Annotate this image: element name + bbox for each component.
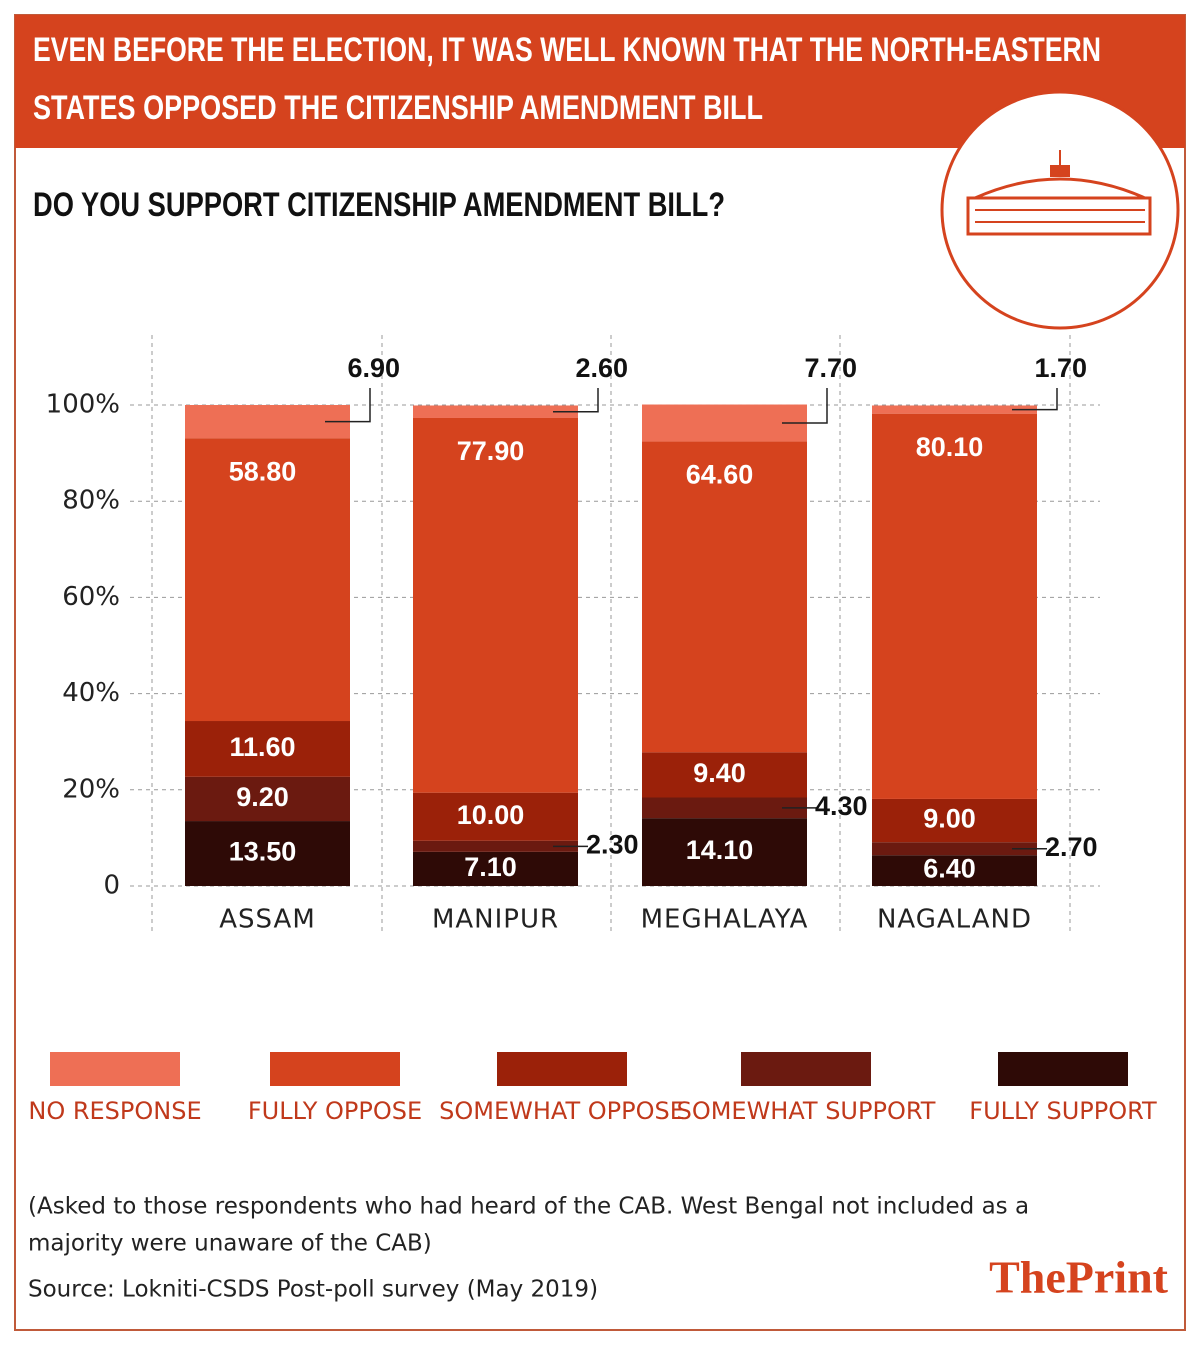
- legend-swatch: [497, 1052, 627, 1086]
- legend-label: FULLY OPPOSE: [248, 1097, 422, 1125]
- leader-line: [1012, 388, 1058, 411]
- brand-logo: ThePrint: [989, 1252, 1169, 1303]
- y-tick-label: 40%: [62, 678, 120, 708]
- value-label: 13.50: [229, 837, 297, 867]
- value-label: 58.80: [229, 456, 297, 486]
- bar-segment: [642, 752, 807, 798]
- value-label: 80.10: [916, 432, 984, 462]
- parliament-icon: [940, 90, 1180, 330]
- value-label: 6.90: [347, 353, 400, 383]
- legend-label: NO RESPONSE: [28, 1097, 201, 1125]
- x-tick-label: MANIPUR: [432, 905, 559, 935]
- bar-segment: [872, 798, 1037, 843]
- note: (Asked to those respondents who had hear…: [28, 1194, 1029, 1220]
- y-tick-label: 0: [103, 871, 120, 901]
- bar-segment: [872, 413, 1037, 799]
- bar-segment: [185, 438, 350, 722]
- chart-subtitle: DO YOU SUPPORT CITIZENSHIP AMENDMENT BIL…: [33, 186, 725, 224]
- chart-title: STATES OPPOSED THE CITIZENSHIP AMENDMENT…: [33, 89, 763, 127]
- source: Source: Lokniti-CSDS Post-poll survey (M…: [28, 1277, 598, 1303]
- legend-swatch: [741, 1052, 871, 1086]
- legend-swatch: [998, 1052, 1128, 1086]
- x-tick-label: NAGALAND: [877, 905, 1032, 935]
- value-label: 7.10: [464, 852, 517, 882]
- y-tick-label: 60%: [62, 582, 120, 612]
- value-label: 9.20: [236, 782, 289, 812]
- value-label: 2.60: [575, 353, 628, 383]
- bar-segment: [642, 441, 807, 753]
- value-label: 9.40: [693, 758, 746, 788]
- legend-label: SOMEWHAT SUPPORT: [677, 1097, 936, 1125]
- value-label: 2.30: [586, 829, 639, 859]
- value-label: 1.70: [1034, 353, 1087, 383]
- legend-swatch: [270, 1052, 400, 1086]
- x-tick-label: ASSAM: [219, 905, 316, 935]
- legend-label: SOMEWHAT OPPOSE: [439, 1097, 685, 1125]
- value-label: 9.00: [923, 804, 976, 834]
- y-tick-label: 100%: [46, 390, 120, 420]
- bar-segment: [185, 405, 350, 439]
- bar-segment: [185, 721, 350, 777]
- bar-segment: [872, 855, 1037, 886]
- leader-line: [782, 388, 828, 424]
- legend-swatch: [50, 1052, 180, 1086]
- y-tick-label: 80%: [62, 486, 120, 516]
- value-label: 77.90: [457, 436, 525, 466]
- bar-segment: [413, 851, 578, 886]
- chart-title: EVEN BEFORE THE ELECTION, IT WAS WELL KN…: [33, 31, 1101, 69]
- bar-segment: [872, 842, 1037, 856]
- value-label: 2.70: [1045, 832, 1098, 862]
- x-tick-label: MEGHALAYA: [641, 905, 809, 935]
- bar-segment: [413, 840, 578, 852]
- value-label: 10.00: [457, 800, 525, 830]
- value-label: 4.30: [815, 791, 868, 821]
- bar-segment: [413, 792, 578, 841]
- bar-segment: [642, 797, 807, 819]
- leader-line: [553, 388, 599, 413]
- bar-segment: [185, 821, 350, 886]
- value-label: 6.40: [923, 854, 976, 884]
- bar-segment: [642, 818, 807, 886]
- legend-label: FULLY SUPPORT: [969, 1097, 1157, 1125]
- bar-segment: [642, 404, 807, 442]
- value-label: 7.70: [804, 353, 857, 383]
- leader-line: [325, 388, 371, 423]
- bar-segment: [413, 417, 578, 793]
- y-tick-label: 20%: [62, 774, 120, 804]
- note: majority were unaware of the CAB): [28, 1231, 432, 1257]
- value-label: 64.60: [686, 460, 754, 490]
- bar-segment: [185, 776, 350, 822]
- bar-segment: [872, 405, 1037, 414]
- value-label: 14.10: [686, 835, 754, 865]
- bar-segment: [413, 405, 578, 418]
- value-label: 11.60: [229, 732, 295, 762]
